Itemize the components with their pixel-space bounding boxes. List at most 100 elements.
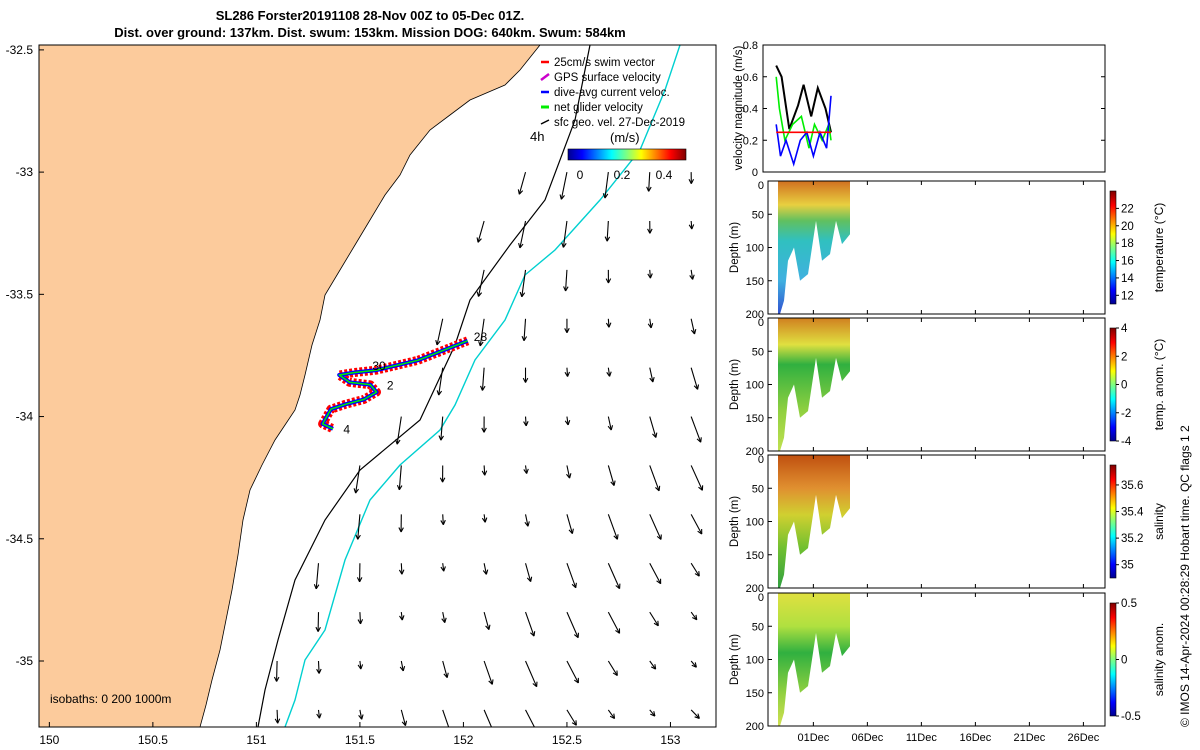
geo-arrow-shaft	[649, 416, 657, 438]
section-ytick-label: 150	[746, 276, 764, 288]
geo-arrow-head	[313, 584, 320, 590]
colorbar-tick-label: 18	[1121, 238, 1134, 250]
geo-arrow-shaft	[524, 514, 529, 527]
day-label: 4	[343, 423, 350, 437]
geo-arrow-shaft	[481, 367, 485, 391]
geo-arrow-head	[399, 665, 406, 672]
geo-arrow-head	[561, 242, 567, 248]
geo-arrow-shaft	[566, 563, 577, 588]
geo-arrow-head	[655, 485, 661, 492]
geo-arrow-shaft	[479, 318, 485, 347]
map-legend: 25cm/s swim vector GPS surface velocity …	[530, 57, 687, 182]
isobath-1000-line	[284, 45, 681, 727]
geo-arrow-shaft	[607, 562, 621, 589]
geo-arrow-head	[646, 186, 652, 192]
geo-arrow-shaft	[649, 660, 657, 670]
geo-arrow-head	[395, 439, 401, 445]
section-sal_anom: 0 50 100 150 200 Depth (m) -0.5 0 0.5 salinity an…	[729, 592, 1166, 733]
geo-arrow-shaft	[442, 514, 444, 525]
net-glider-track	[321, 340, 468, 430]
colorbar-tick-label: 0.5	[1121, 598, 1137, 610]
section-ylabel: Depth (m)	[729, 496, 741, 547]
geo-arrow-shaft	[690, 465, 703, 491]
glider-track	[318, 336, 470, 433]
velocity-series-line	[775, 65, 832, 133]
map-ytick-label: -34.5	[6, 532, 34, 546]
geo-arrow-head	[604, 236, 611, 242]
velocity-ytick-label: 0	[752, 167, 758, 179]
geo-arrow-head	[571, 582, 577, 589]
geo-arrow-head	[694, 713, 700, 719]
geo-arrow-shaft	[525, 660, 538, 687]
geo-arrow-head	[440, 566, 446, 572]
day-labels: 28 302 4	[343, 330, 487, 437]
legend-dive-avg: dive-avg current veloc.	[554, 87, 670, 99]
geo-arrow-head	[441, 617, 447, 623]
geo-arrow-shaft	[566, 660, 579, 684]
geo-arrow-shaft	[649, 318, 652, 328]
geo-arrow-shaft	[649, 269, 651, 279]
geo-arrow-head	[316, 713, 322, 719]
section-ytick-label: 50	[752, 621, 764, 633]
geo-arrow-shaft	[560, 172, 568, 200]
section-colorbar	[1109, 190, 1117, 305]
geo-arrow-head	[436, 390, 443, 396]
velocity-colorbar	[567, 148, 687, 161]
day-label: 30	[372, 359, 386, 373]
section-ytick-label: 200	[746, 583, 764, 595]
map-xtick-label: 150.5	[138, 733, 168, 747]
date-xtick-label: 01Dec	[797, 732, 829, 744]
date-xtick-label: 11Dec	[906, 732, 937, 744]
geo-arrow-shaft	[442, 709, 450, 727]
geo-arrow-shaft	[607, 318, 610, 328]
geo-arrow-shaft	[355, 465, 361, 494]
geo-arrow-head	[523, 421, 529, 427]
section-temperature: 0 50 100 150 200 Depth (m) 12 14 16 18 20 22 tempera…	[729, 180, 1166, 321]
colorbar-tick-label: 35.6	[1121, 480, 1143, 492]
section-ytick-label: 0	[758, 180, 764, 192]
geo-arrow-head	[613, 534, 619, 540]
colorbar-label: temperature (°C)	[1152, 203, 1166, 293]
geo-arrow-head	[652, 432, 658, 438]
geo-arrow-shaft	[690, 660, 697, 668]
velocity-ytick-label: 0.8	[743, 40, 758, 52]
legend-net-glider: net glider velocity	[554, 102, 643, 114]
geo-arrow-head	[571, 720, 577, 726]
geo-arrow-shaft	[521, 269, 527, 297]
geo-arrow-shaft	[566, 611, 579, 638]
geo-arrow-head	[573, 632, 579, 639]
geo-arrow-head	[615, 583, 621, 590]
geo-arrow-head	[615, 628, 621, 634]
section-colorbar	[1109, 327, 1117, 442]
velocity-ytick-label: 0.4	[743, 104, 758, 116]
colorbar-tick-label: 14	[1121, 273, 1134, 285]
section-ylabel: Depth (m)	[729, 634, 741, 685]
geo-arrow-shaft	[483, 611, 490, 630]
geo-arrow-shaft	[607, 514, 618, 540]
geo-arrow-shaft	[566, 416, 569, 426]
geo-arrow-head	[607, 425, 614, 431]
colorbar-tick-label: -2	[1121, 408, 1131, 420]
colorbar-tick-label: 35	[1121, 560, 1134, 572]
geo-arrow-shaft	[400, 709, 407, 726]
geo-arrow-head	[357, 664, 364, 670]
geo-arrow-head	[476, 237, 482, 243]
geo-arrow-shaft	[315, 563, 320, 589]
velocity-series-line	[775, 95, 832, 167]
geo-arrow-head	[488, 679, 494, 685]
velocity-ylabel: velocity magnitude (m/s)	[733, 46, 745, 171]
geo-arrow-shaft	[607, 465, 615, 486]
colorbar-tick-label: 16	[1121, 256, 1134, 268]
geo-arrow-shaft	[276, 660, 278, 682]
geo-arrow-head	[399, 615, 405, 621]
geo-arrow-head	[439, 477, 446, 483]
geo-arrow-head	[692, 614, 698, 621]
geo-arrow-head	[609, 713, 616, 720]
day-label: 28	[474, 330, 488, 344]
map-land	[39, 45, 541, 727]
chart-title-line2: Dist. over ground: 137km. Dist. swum: 15…	[114, 25, 626, 40]
geo-arrow-head	[353, 488, 360, 494]
geo-arrow-shaft	[649, 367, 654, 383]
geo-arrow-shaft	[566, 514, 573, 534]
